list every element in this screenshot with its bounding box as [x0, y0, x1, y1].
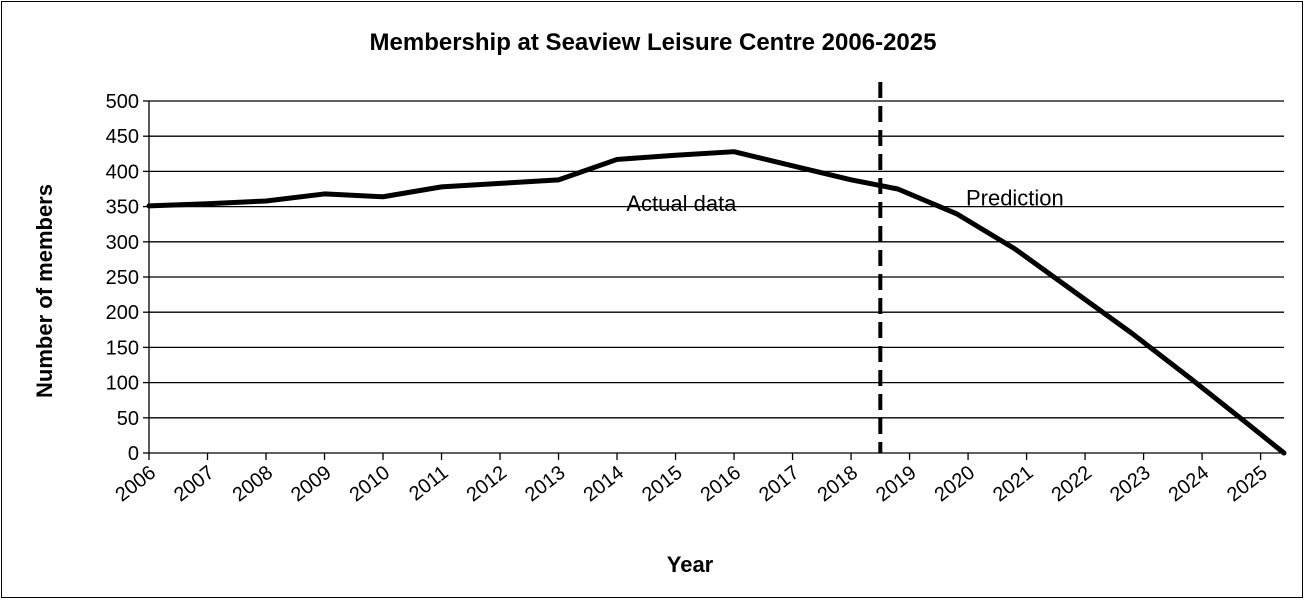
- annotation-prediction: Prediction: [966, 185, 1064, 210]
- y-tick-label-200: 200: [106, 302, 139, 324]
- y-tick-label-300: 300: [106, 232, 139, 254]
- x-tick-label-2013: 2013: [521, 462, 570, 507]
- x-tick-label-2012: 2012: [462, 462, 511, 507]
- x-tick-label-2009: 2009: [287, 462, 336, 507]
- x-tick-label-2019: 2019: [872, 462, 921, 507]
- y-tick-label-500: 500: [106, 91, 139, 113]
- x-tick-label-2023: 2023: [1106, 462, 1155, 507]
- gridlines: [149, 100, 1284, 454]
- x-tick-label-2022: 2022: [1048, 462, 1097, 507]
- x-tick-label-2021: 2021: [989, 462, 1038, 507]
- chart-title: Membership at Seaview Leisure Centre 200…: [370, 29, 937, 56]
- y-tick-label-400: 400: [106, 161, 139, 183]
- x-tick-label-2006: 2006: [111, 462, 160, 507]
- x-tick-label-2010: 2010: [345, 462, 394, 507]
- x-tick-label-2017: 2017: [755, 462, 804, 507]
- y-tick-label-350: 350: [106, 197, 139, 219]
- y-tick-label-0: 0: [128, 443, 139, 465]
- x-tick-label-2008: 2008: [228, 462, 277, 507]
- y-tick-label-450: 450: [106, 126, 139, 148]
- x-tick-label-2020: 2020: [931, 462, 980, 507]
- x-tick-label-2025: 2025: [1223, 462, 1272, 507]
- x-tick-label-2016: 2016: [697, 462, 746, 507]
- x-tick-label-2015: 2015: [638, 462, 687, 507]
- annotation-actual-data: Actual data: [626, 191, 737, 216]
- x-tick-label-2024: 2024: [1165, 462, 1214, 507]
- x-tick-label-2007: 2007: [170, 462, 219, 507]
- x-tick-label-2011: 2011: [405, 462, 452, 506]
- x-axis-title: Year: [667, 552, 714, 577]
- x-tick-label-2018: 2018: [814, 462, 863, 507]
- y-tick-label-150: 150: [106, 337, 139, 359]
- y-tick-label-100: 100: [106, 373, 139, 395]
- y-tick-label-50: 50: [117, 408, 139, 430]
- series-layer: [146, 82, 1287, 456]
- series-line-members: [146, 149, 1287, 456]
- y-tick-label-250: 250: [106, 267, 139, 289]
- y-axis-title: Number of members: [32, 184, 57, 398]
- x-tick-label-2014: 2014: [580, 462, 629, 507]
